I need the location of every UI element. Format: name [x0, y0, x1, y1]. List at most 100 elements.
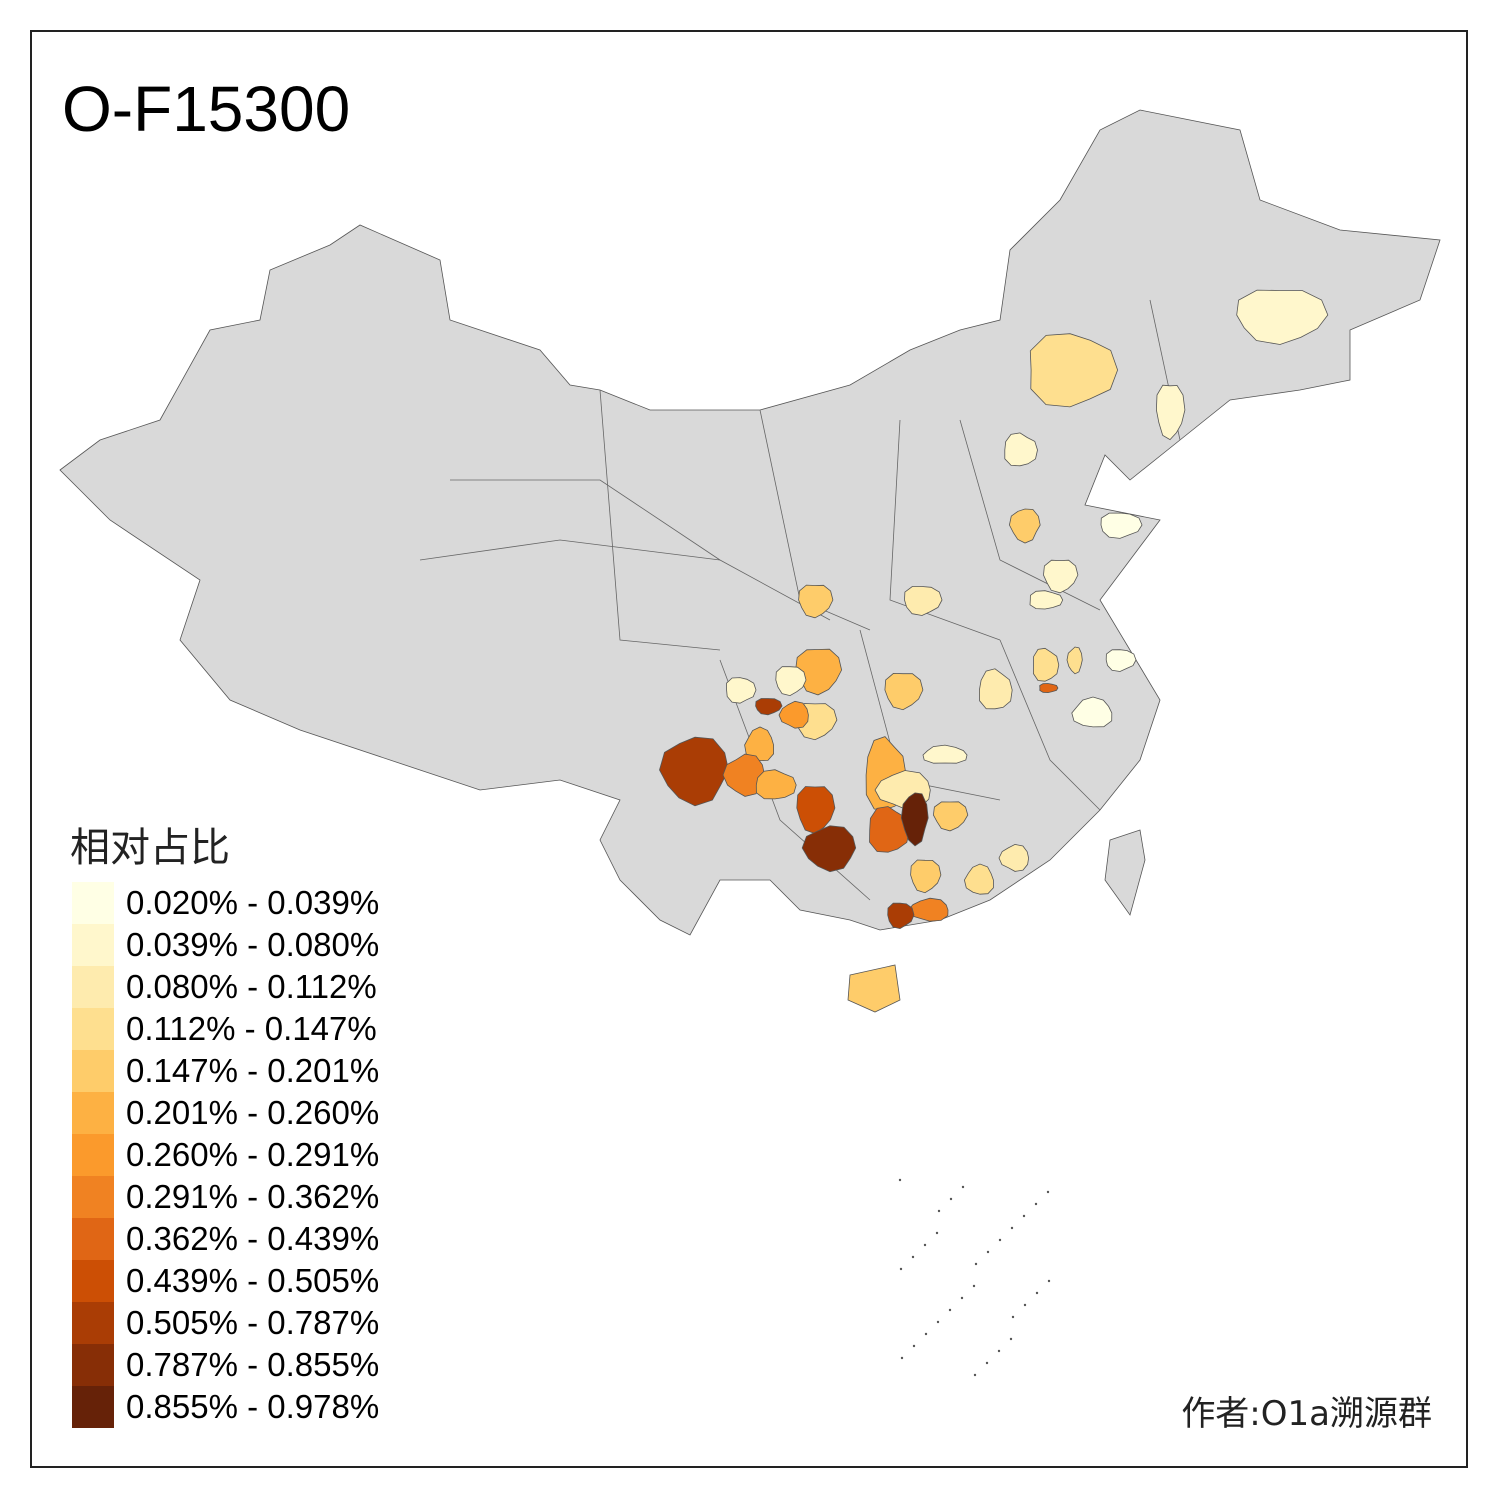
province-border [450, 479, 831, 621]
map-title: O-F15300 [62, 73, 351, 145]
prefecture-region [900, 792, 929, 847]
prefecture-region [1029, 590, 1064, 610]
province-border [959, 419, 1101, 611]
province-border [999, 639, 1101, 811]
legend-label: 0.039% - 0.080% [126, 926, 380, 963]
legend-item: 0.439% - 0.505% [72, 1260, 379, 1302]
legend-swatch [72, 1176, 114, 1218]
island-dot [911, 1255, 915, 1259]
legend-item: 0.855% - 0.978% [72, 1386, 379, 1428]
province-border [599, 389, 721, 651]
island-dot [1046, 1190, 1050, 1194]
prefecture-region [963, 863, 994, 895]
island-dot [961, 1185, 965, 1189]
island-dot [1034, 1202, 1038, 1206]
legend-label: 0.201% - 0.260% [126, 1094, 380, 1131]
legend-item: 0.147% - 0.201% [72, 1050, 379, 1092]
prefecture-region [998, 843, 1030, 872]
author-credit: 作者:O1a溯源群 [1181, 1394, 1432, 1434]
legend-item: 0.787% - 0.855% [72, 1344, 379, 1386]
prefecture-region [910, 859, 942, 894]
province-border [719, 659, 871, 901]
island-dot [1022, 1214, 1026, 1218]
prefecture-region [722, 753, 765, 797]
island-dot [936, 1320, 940, 1324]
legend-swatch [72, 1050, 114, 1092]
legend-swatch [72, 924, 114, 966]
island-dot [997, 1349, 1001, 1353]
prefecture-region [869, 806, 910, 853]
prefecture-region [1071, 696, 1113, 728]
prefecture-region [1039, 683, 1059, 694]
prefecture-region [1236, 289, 1329, 345]
legend-label: 0.362% - 0.439% [126, 1220, 380, 1257]
province-border [889, 419, 1001, 641]
island-dot [949, 1197, 953, 1201]
island-dot [898, 1178, 902, 1182]
prefecture-region [1032, 647, 1060, 682]
island-dot [924, 1332, 928, 1336]
legend-label: 0.020% - 0.039% [126, 884, 380, 921]
prefecture-region [659, 736, 729, 807]
prefecture-region [798, 584, 834, 619]
island-dot [972, 1284, 976, 1288]
legend-item: 0.505% - 0.787% [72, 1302, 379, 1344]
island-dot [985, 1361, 989, 1365]
prefecture-region [778, 700, 809, 729]
legend-swatch [72, 1302, 114, 1344]
prefecture-region [887, 902, 915, 930]
prefecture-region [1043, 559, 1079, 594]
island-dot [1009, 1337, 1013, 1341]
legend-swatch [72, 1260, 114, 1302]
prefecture-region [796, 786, 836, 835]
prefecture-region [1066, 646, 1083, 675]
legend-item: 0.112% - 0.147% [72, 1008, 379, 1050]
island-dot [1011, 1315, 1015, 1319]
legend-label: 0.291% - 0.362% [126, 1178, 380, 1215]
legend-item: 0.362% - 0.439% [72, 1218, 379, 1260]
prefecture-region [726, 677, 757, 704]
island-dot [899, 1267, 903, 1271]
prefecture-region [1105, 649, 1137, 672]
plot-frame [30, 30, 1468, 1468]
legend-swatch [72, 966, 114, 1008]
island-dot [998, 1238, 1002, 1242]
legend-swatch [72, 1092, 114, 1134]
prefecture-region [755, 698, 783, 716]
island-dot [937, 1209, 941, 1213]
legend-label: 0.112% - 0.147% [126, 1010, 377, 1047]
legend-label: 0.505% - 0.787% [126, 1304, 380, 1341]
prefecture-region [801, 825, 857, 873]
legend-label: 0.147% - 0.201% [126, 1052, 380, 1089]
legend-item: 0.020% - 0.039% [72, 882, 379, 924]
prefecture-region [884, 672, 924, 711]
legend-swatch [72, 1218, 114, 1260]
prefecture-region [744, 726, 774, 762]
legend-swatch [72, 882, 114, 924]
island-dot [912, 1344, 916, 1348]
island-dot [973, 1373, 977, 1377]
island-dot [960, 1296, 964, 1300]
legend-item: 0.039% - 0.080% [72, 924, 379, 966]
prefecture-region [1008, 508, 1041, 544]
prefecture-region [1029, 333, 1119, 408]
island-dot [1035, 1291, 1039, 1295]
legend-swatch [72, 1134, 114, 1176]
hainan [847, 964, 901, 1013]
legend: 0.020% - 0.039% 0.039% - 0.080% 0.080% - 0… [72, 882, 379, 1428]
prefecture-region [1004, 432, 1038, 467]
island-dot [923, 1243, 927, 1247]
island-dot [935, 1231, 939, 1235]
prefecture-region [978, 668, 1013, 710]
island-dot [900, 1356, 904, 1360]
prefecture-region [932, 801, 969, 832]
legend-swatch [72, 1008, 114, 1050]
island-dot [1023, 1303, 1027, 1307]
island-dot [948, 1308, 952, 1312]
legend-item: 0.291% - 0.362% [72, 1176, 379, 1218]
island-dot [1010, 1226, 1014, 1230]
island-dot [986, 1250, 990, 1254]
island-dot [1047, 1279, 1051, 1283]
